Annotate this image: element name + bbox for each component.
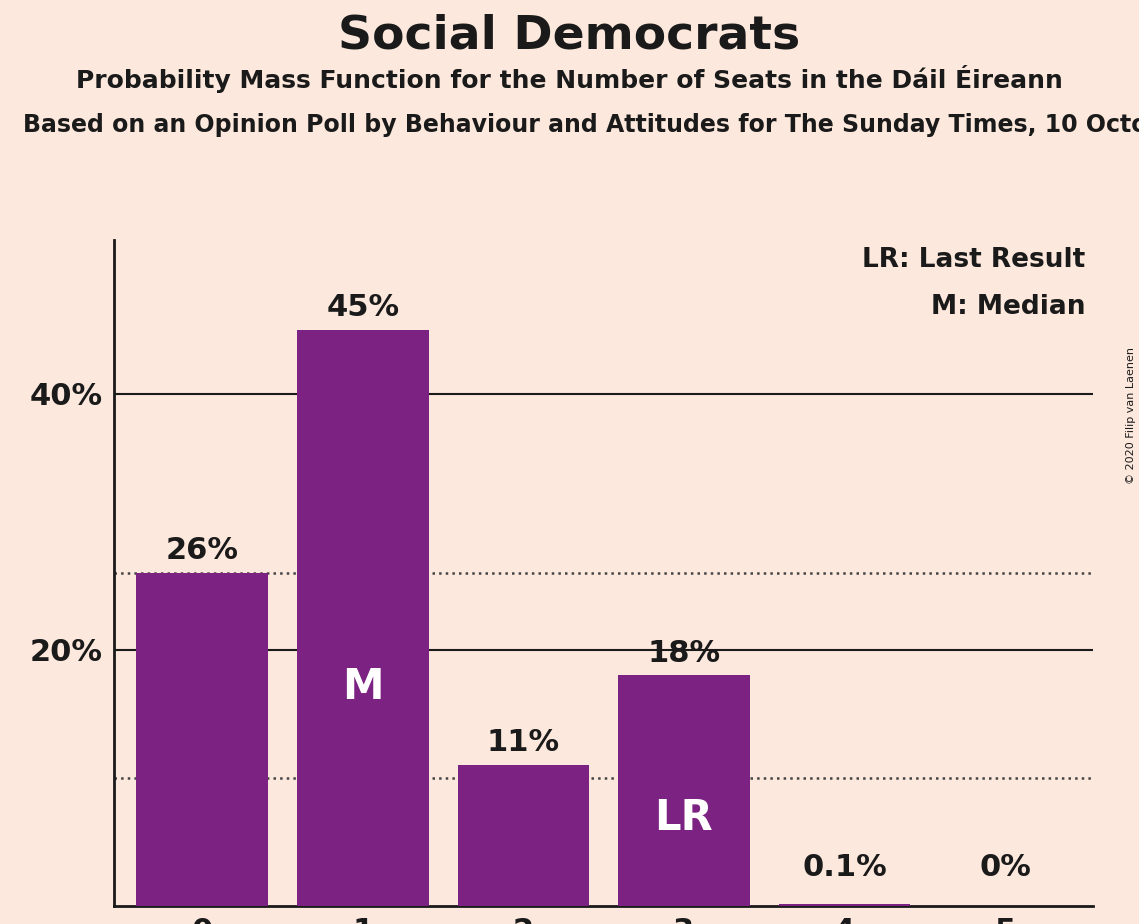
Bar bbox=[618, 675, 749, 906]
Bar bbox=[297, 330, 428, 906]
Text: LR: LR bbox=[655, 797, 713, 839]
Text: LR: Last Result: LR: Last Result bbox=[862, 247, 1085, 273]
Text: 18%: 18% bbox=[647, 638, 721, 667]
Bar bbox=[779, 905, 910, 906]
Text: Probability Mass Function for the Number of Seats in the Dáil Éireann: Probability Mass Function for the Number… bbox=[76, 65, 1063, 92]
Text: M: M bbox=[342, 666, 384, 708]
Text: 45%: 45% bbox=[326, 293, 400, 322]
Text: 0.1%: 0.1% bbox=[802, 854, 887, 882]
Text: © 2020 Filip van Laenen: © 2020 Filip van Laenen bbox=[1126, 347, 1136, 484]
Text: 26%: 26% bbox=[165, 536, 239, 565]
Text: 11%: 11% bbox=[486, 728, 560, 757]
Text: Based on an Opinion Poll by Behaviour and Attitudes for The Sunday Times, 10 Oct: Based on an Opinion Poll by Behaviour an… bbox=[23, 113, 1139, 137]
Text: 0%: 0% bbox=[980, 854, 1031, 882]
Text: Social Democrats: Social Democrats bbox=[338, 14, 801, 59]
Bar bbox=[137, 573, 268, 906]
Bar bbox=[458, 765, 589, 906]
Text: M: Median: M: Median bbox=[931, 294, 1085, 320]
